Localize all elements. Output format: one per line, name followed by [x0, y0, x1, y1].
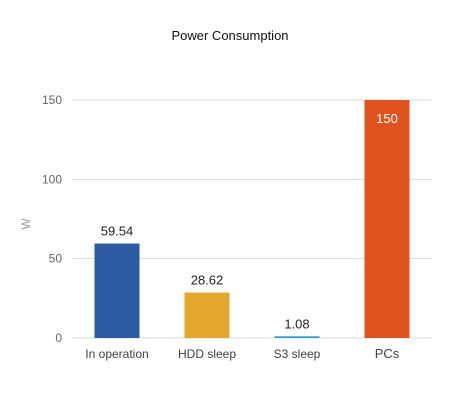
bar-3 [364, 100, 410, 338]
data-label: 1.08 [284, 316, 309, 331]
chart-title: Power Consumption [171, 28, 288, 43]
y-tick-label: 100 [42, 172, 62, 186]
y-tick-label: 150 [42, 93, 62, 107]
x-tick-label: In operation [85, 347, 148, 361]
y-tick-label: 0 [55, 331, 62, 345]
x-tick-label: S3 sleep [274, 347, 321, 361]
bar-2 [274, 336, 320, 338]
x-tick-label: HDD sleep [178, 347, 236, 361]
x-tick-label: PCs [375, 346, 400, 361]
bar-1 [184, 292, 230, 338]
y-axis-ticks: 0 50 100 150 [42, 93, 62, 345]
data-label: 150 [376, 111, 398, 126]
data-labels: 59.54 28.62 1.08 150 [101, 111, 398, 331]
x-axis-categories: In operation HDD sleep S3 sleep PCs [85, 346, 399, 361]
data-label: 59.54 [101, 224, 134, 239]
bars [94, 100, 410, 338]
bar-0 [94, 243, 140, 338]
y-tick-label: 50 [49, 252, 63, 266]
y-axis-label: W [19, 218, 33, 230]
data-label: 28.62 [191, 273, 224, 288]
